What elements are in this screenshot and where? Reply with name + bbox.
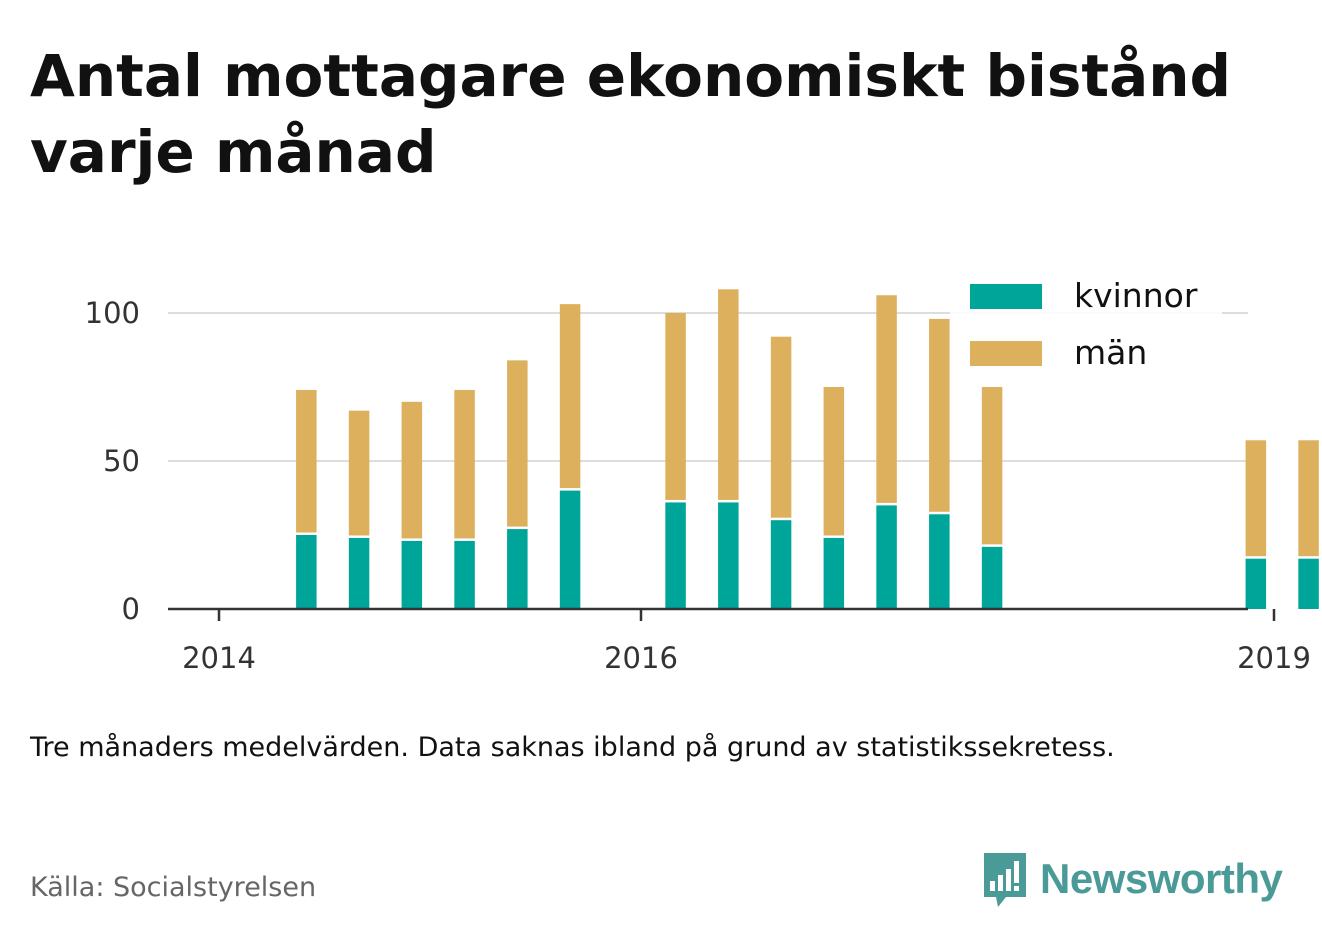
bar-kvinnor xyxy=(929,514,950,609)
bar-man xyxy=(876,295,897,503)
bar-man xyxy=(665,313,686,500)
bar-kvinnor xyxy=(823,537,845,609)
legend-swatch xyxy=(970,284,1042,309)
y-tick-label: 100 xyxy=(85,296,140,330)
bar-man xyxy=(770,336,792,518)
bar-man xyxy=(823,387,845,536)
bar-man xyxy=(718,289,739,500)
bar-man xyxy=(401,401,423,539)
bar-man xyxy=(454,389,475,539)
bar-man xyxy=(981,387,1003,545)
bar-kvinnor xyxy=(718,502,739,609)
bar-kvinnor xyxy=(559,490,581,609)
bar-kvinnor xyxy=(348,537,370,609)
bar-man xyxy=(929,318,950,512)
legend: kvinnor män xyxy=(950,268,1222,380)
axes: 05010020142016201920212023 xyxy=(85,296,1311,675)
chart-title: Antal mottagare ekonomiskt bistånd varje… xyxy=(30,42,1232,186)
bar-kvinnor xyxy=(770,520,792,609)
bar-man xyxy=(348,410,370,536)
x-tick-label: 2016 xyxy=(604,641,678,675)
bar-kvinnor xyxy=(454,540,475,609)
bar-kvinnor xyxy=(1245,558,1267,609)
y-tick-label: 50 xyxy=(103,444,140,478)
newsworthy-logo-icon xyxy=(984,853,1026,907)
bar-kvinnor xyxy=(981,546,1003,609)
bar-kvinnor xyxy=(1298,558,1319,609)
chart-note: Tre månaders medelvärden. Data saknas ib… xyxy=(30,732,1115,763)
x-tick-label: 2019 xyxy=(1237,641,1311,675)
bar-man xyxy=(559,304,581,489)
bar-man xyxy=(1245,440,1267,557)
bar-kvinnor xyxy=(401,540,423,609)
bar-kvinnor xyxy=(507,529,528,609)
y-tick-label: 0 xyxy=(122,592,140,626)
legend-label: kvinnor xyxy=(1074,276,1198,315)
bar-man xyxy=(296,389,317,533)
brand-logo[interactable]: Newsworthy xyxy=(980,848,1283,910)
source-text: Källa: Socialstyrelsen xyxy=(30,872,317,903)
legend-swatch xyxy=(970,341,1042,366)
x-tick-label: 2014 xyxy=(182,641,256,675)
bar-man xyxy=(507,360,528,527)
bars xyxy=(296,289,1319,609)
bar-kvinnor xyxy=(876,505,897,609)
legend-label: män xyxy=(1074,333,1147,372)
bar-kvinnor xyxy=(296,535,317,609)
brand-name: Newsworthy xyxy=(1040,855,1283,902)
bar-kvinnor xyxy=(665,502,686,609)
bar-man xyxy=(1298,440,1319,557)
